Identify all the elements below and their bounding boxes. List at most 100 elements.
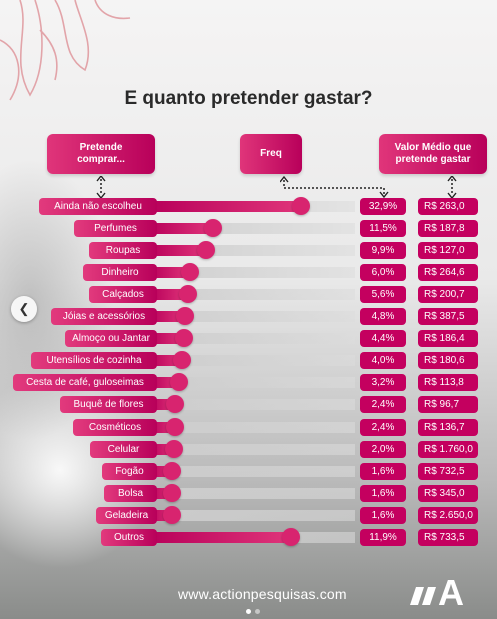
bar [150,444,174,455]
header-freq-label: Freq [260,148,282,159]
freq-label: 4,0% [360,352,406,369]
carousel-dot-2[interactable] [255,609,260,614]
bar-track [150,223,355,234]
category-label: Perfumes [74,220,157,237]
category-label: Buquê de flores [60,396,157,413]
freq-label: 5,6% [360,286,406,303]
bar-track [150,510,355,521]
bar [150,355,182,366]
bar-track [150,333,355,344]
bar-marker [179,285,198,303]
bar-track [150,245,355,256]
carousel-dot-1[interactable] [246,609,251,614]
header-pretende-label: Pretende comprar... [77,142,125,165]
bar-marker [163,462,181,480]
category-label: Roupas [89,242,157,259]
category-label: Bolsa [104,485,157,502]
bar [150,422,176,433]
bar [150,532,291,543]
category-label: Celular [90,441,157,458]
avg-value-label: R$ 187,8 [418,220,478,237]
avg-value-label: R$ 387,5 [418,308,478,325]
bar [150,201,301,212]
freq-label: 1,6% [360,463,406,480]
carousel-indicator [244,601,262,619]
bar-track [150,355,355,366]
bar [150,488,172,499]
bar-marker [169,373,188,391]
freq-label: 2,4% [360,396,406,413]
bar-track [150,488,355,499]
arrow-valor [447,176,457,198]
bar-track [150,289,355,300]
flower-decoration [0,0,131,101]
freq-label: 1,6% [360,507,406,524]
category-label: Dinheiro [83,264,157,281]
bar-track [150,377,355,388]
header-valor-label: Valor Médio que pretende gastar [394,142,472,165]
avg-value-label: R$ 732,5 [418,463,478,480]
freq-label: 32,9% [360,198,406,215]
bar-marker [197,241,216,259]
bar-marker [181,263,200,281]
bar [150,289,189,300]
bar-track [150,267,355,278]
freq-label: 4,4% [360,330,406,347]
category-label: Geladeira [96,507,157,524]
bar-marker [164,440,183,458]
freq-label: 2,4% [360,419,406,436]
avg-value-label: R$ 113,8 [418,374,478,391]
category-label: Outros [101,529,157,546]
previous-slide-button[interactable]: ❮ [11,296,37,322]
footer-url[interactable]: www.actionpesquisas.com [178,586,347,602]
avg-value-label: R$ 345,0 [418,485,478,502]
avg-value-label: R$ 264,6 [418,264,478,281]
category-label: Ainda não escolheu [39,198,157,215]
bar-marker [166,395,185,413]
category-label: Cesta de café, guloseimas [13,374,157,391]
header-pretende: Pretende comprar... [47,134,155,174]
arrow-freq [280,176,389,198]
header-freq: Freq [240,134,302,174]
freq-label: 9,9% [360,242,406,259]
bar-marker [292,197,310,215]
bar [150,466,172,477]
category-label: Cosméticos [73,419,157,436]
bar-marker [174,329,193,347]
bar-marker [163,506,181,524]
avg-value-label: R$ 127,0 [418,242,478,259]
freq-label: 4,8% [360,308,406,325]
bar-marker [172,351,191,369]
logo-letter: A [438,573,464,607]
bar [150,245,207,256]
avg-value-label: R$ 2.650,0 [418,507,478,524]
category-label: Calçados [89,286,157,303]
avg-value-label: R$ 263,0 [418,198,478,215]
freq-label: 2,0% [360,441,406,458]
bar [150,377,179,388]
bar [150,223,213,234]
bar-track [150,466,355,477]
avg-value-label: R$ 180,6 [418,352,478,369]
bar-track [150,444,355,455]
bar [150,333,184,344]
page-title: E quanto pretender gastar? [124,88,373,109]
action-logo: A [410,573,464,607]
category-label: Jóias e acessórios [51,308,157,325]
chevron-left-icon: ❮ [18,301,30,316]
category-label: Almoço ou Jantar [65,330,157,347]
freq-label: 3,2% [360,374,406,391]
category-label: Fogão [102,463,157,480]
avg-value-label: R$ 136,7 [418,419,478,436]
bar-marker [282,528,300,546]
bar-marker [203,219,222,237]
bar-track [150,399,355,410]
freq-label: 11,9% [360,529,406,546]
bar [150,311,186,322]
freq-label: 1,6% [360,485,406,502]
freq-label: 11,5% [360,220,406,237]
bar-marker [166,418,185,436]
bar [150,399,176,410]
header-valor: Valor Médio que pretende gastar [379,134,487,174]
avg-value-label: R$ 96,7 [418,396,478,413]
